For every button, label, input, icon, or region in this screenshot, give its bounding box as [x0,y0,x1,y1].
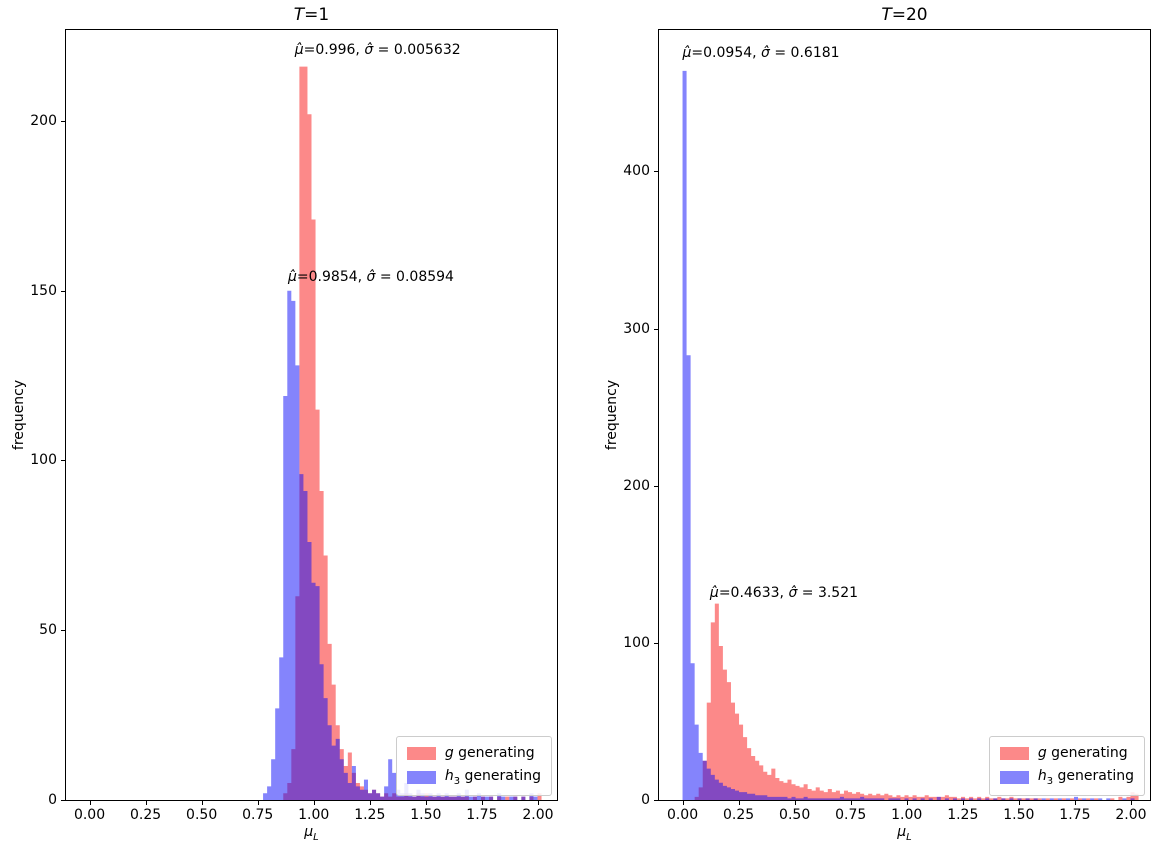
stat-annotation: μ̂=0.4633, σ̂ = 3.521 [709,585,859,602]
histogram-series-g [694,603,1139,800]
x-label-subscript: L [906,831,912,843]
y-tick-mark [61,800,65,801]
x-tick-mark [369,801,371,805]
y-tick-label: 200 [30,112,57,129]
x-tick-label: 2.00 [522,807,554,823]
x-tick-mark [145,801,147,805]
x-tick-label: 1.50 [1003,807,1035,823]
legend-swatch-red [406,746,436,760]
x-label-variable: μ [304,824,314,840]
histogram-bars [682,70,1139,800]
x-tick-mark [738,801,740,805]
y-tick-label: 100 [623,634,650,651]
plot-title: T=20 [659,5,1150,25]
stat-annotation: μ̂=0.996, σ̂ = 0.005632 [294,41,461,58]
x-tick-label: 1.75 [466,807,498,823]
x-tick-mark [89,801,91,805]
plot-area: g generating h3 generating μ̂=0.0954, σ̂… [658,29,1151,801]
x-tick-label: 0.50 [186,807,218,823]
legend-box: g generating h3 generating [988,736,1145,796]
legend-label-g: g generating [1037,745,1128,762]
x-tick-mark [313,801,315,805]
histogram-series-h3 [682,70,1135,800]
x-tick-label: 0.25 [129,807,162,823]
x-tick-mark [850,801,852,805]
y-axis-label: frequency [604,379,620,451]
y-tick-label: 300 [623,320,650,337]
title-variable: T [881,5,892,25]
legend-label-h3: h3 generating [444,768,541,787]
legend-item-g: g generating [406,745,541,762]
x-tick-mark [257,801,259,805]
x-tick-label: 1.25 [354,807,386,823]
x-tick-label: 2.00 [1115,807,1147,823]
x-tick-label: 1.00 [891,807,923,823]
stat-annotation: μ̂=0.0954, σ̂ = 0.6181 [682,44,840,61]
x-tick-mark [906,801,908,805]
x-axis-label: μL [66,824,557,843]
y-tick-label: 400 [623,163,650,180]
x-tick-mark [425,801,427,805]
y-tick-label: 100 [30,452,57,469]
y-tick-label: 150 [30,282,57,299]
legend-swatch-blue [406,771,436,785]
x-label-variable: μ [897,824,907,840]
x-tick-mark [1018,801,1020,805]
x-tick-label: 0.00 [73,807,106,823]
y-tick-label: 0 [48,792,57,808]
x-tick-label: 0.75 [242,807,274,823]
x-tick-mark [794,801,796,805]
title-rest: =1 [304,5,330,25]
y-tick-mark [654,328,658,330]
legend-item-h3: h3 generating [406,768,541,787]
legend-item-h3: h3 generating [999,768,1134,787]
x-tick-mark [1074,801,1076,805]
plot-title: T=1 [66,5,557,25]
legend-box: g generating h3 generating [395,736,552,796]
title-variable: T [293,5,305,25]
legend-label-h3: h3 generating [1037,768,1134,787]
y-tick-label: 0 [641,792,650,808]
y-tick-mark [61,630,65,632]
y-tick-mark [61,120,65,122]
x-tick-mark [1130,801,1132,805]
x-tick-label: 0.50 [779,807,811,823]
y-tick-label: 200 [623,477,650,494]
x-tick-label: 1.25 [947,807,979,823]
y-tick-mark [654,171,658,173]
histogram-bars [263,66,542,800]
histogram-series-h3 [263,290,538,800]
y-tick-label: 50 [39,622,57,639]
legend-item-g: g generating [999,745,1134,762]
x-tick-mark [537,801,539,805]
x-tick-label: 0.00 [666,807,699,823]
stat-annotation: μ̂=0.9854, σ̂ = 0.08594 [288,269,454,285]
y-tick-mark [654,485,658,487]
title-rest: =20 [891,5,928,25]
legend-swatch-blue [999,771,1029,785]
legend-label-g: g generating [444,745,535,762]
x-tick-mark [201,801,203,805]
x-tick-label: 1.50 [410,807,442,823]
x-label-subscript: L [313,831,319,843]
y-tick-mark [61,290,65,292]
x-tick-mark [962,801,964,805]
plot-area: g generating h3 generating μ̂=0.996, σ̂ … [65,29,558,801]
x-tick-label: 1.75 [1059,807,1091,823]
x-tick-label: 1.00 [298,807,330,823]
x-axis-label: μL [659,824,1150,843]
x-tick-label: 0.75 [835,807,867,823]
legend-swatch-red [999,746,1029,760]
x-tick-mark [481,801,483,805]
y-tick-mark [654,800,658,801]
y-tick-mark [654,642,658,644]
x-tick-label: 0.25 [722,807,755,823]
y-tick-mark [61,460,65,462]
x-tick-mark [682,801,684,805]
